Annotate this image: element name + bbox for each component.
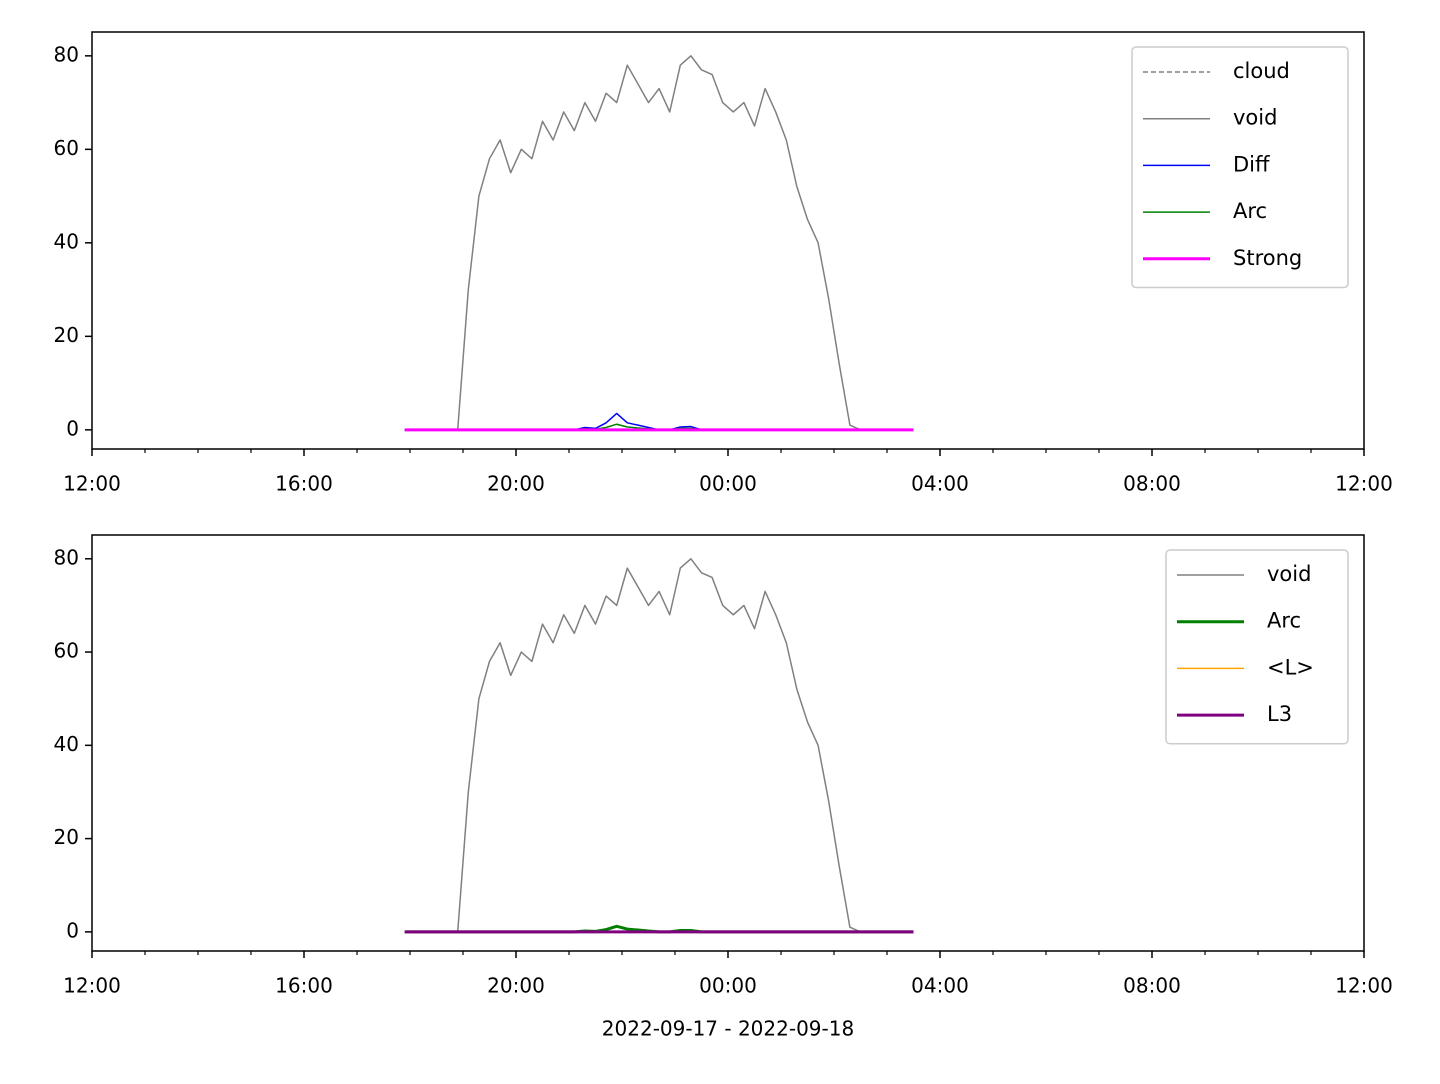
x-tick-label: 20:00: [487, 974, 545, 998]
x-tick-label: 04:00: [911, 472, 969, 496]
y-tick-label: 40: [54, 732, 79, 756]
legend-label: cloud: [1233, 59, 1290, 83]
y-tick-label: 0: [66, 918, 79, 942]
legend-label: Arc: [1233, 199, 1267, 223]
y-tick-label: 20: [54, 323, 79, 347]
x-axis-label: 2022-09-17 - 2022-09-18: [602, 1017, 854, 1041]
legend-label: void: [1267, 562, 1311, 586]
x-tick-label: 00:00: [699, 472, 757, 496]
plot-area: [404, 558, 914, 934]
x-tick-label: 00:00: [699, 974, 757, 998]
legend-label: Strong: [1233, 246, 1302, 270]
x-tick-label: 12:00: [63, 974, 121, 998]
legend-frame: [1165, 549, 1349, 745]
legend: void Arc <L> L3: [1165, 549, 1349, 745]
x-tick-label: 08:00: [1123, 974, 1181, 998]
x-tick-label: 16:00: [275, 974, 333, 998]
legend: cloud void Diff Arc Strong: [1131, 46, 1349, 289]
x-tick-label: 08:00: [1123, 472, 1181, 496]
x-tick-label: 04:00: [911, 974, 969, 998]
y-tick-label: 0: [66, 416, 79, 440]
legend-label: Diff: [1233, 152, 1270, 176]
legend-label: Arc: [1267, 609, 1301, 633]
legend-label: L3: [1267, 702, 1292, 726]
plot-area: [404, 55, 914, 432]
legend-frame: [1131, 46, 1349, 289]
y-tick-label: 40: [54, 229, 79, 253]
legend-label: void: [1233, 106, 1277, 130]
series-line: [404, 55, 914, 431]
y-tick-label: 80: [54, 42, 79, 66]
x-tick-label: 20:00: [487, 472, 545, 496]
x-tick-label: 12:00: [1335, 974, 1393, 998]
series-line: [404, 412, 914, 431]
series-line: [404, 558, 914, 933]
x-tick-label: 12:00: [1335, 472, 1393, 496]
x-tick-label: 12:00: [63, 472, 121, 496]
y-tick-label: 60: [54, 136, 79, 160]
y-tick-label: 80: [54, 545, 79, 569]
y-tick-label: 60: [54, 639, 79, 663]
y-tick-label: 20: [54, 825, 79, 849]
legend-label: <L>: [1267, 655, 1314, 679]
x-tick-label: 16:00: [275, 472, 333, 496]
